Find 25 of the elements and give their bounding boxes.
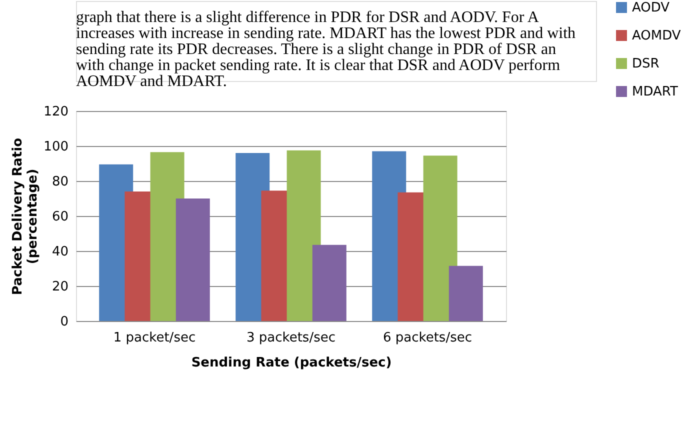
x-axis-title: Sending Rate (packets/sec) xyxy=(191,356,392,370)
bar xyxy=(176,198,210,321)
text: sending rate its PDR decreases. There is a slight change in PDR of DSR an xyxy=(76,41,556,58)
text: with change in packet sending rate. It is clear that DSR and AODV perform xyxy=(76,57,561,74)
bar xyxy=(312,244,346,321)
bar xyxy=(423,156,458,321)
bar xyxy=(448,266,483,321)
x-tick-label: 3 packets/sec xyxy=(246,330,336,346)
y-tick-label: 40 xyxy=(52,244,68,260)
y-tick-label: 20 xyxy=(52,280,68,294)
text: AOMDV and MDART. xyxy=(76,73,227,90)
y-tick-label: 100 xyxy=(44,140,68,154)
y-tick-label: 80 xyxy=(52,174,68,190)
legend-label: MDART xyxy=(632,84,678,100)
y-tick-label: 60 xyxy=(52,210,68,224)
x-tick-label: 6 packets/sec xyxy=(383,330,472,346)
x-tick-label: 1 packet/sec xyxy=(113,330,196,346)
text: increases with increase in sending rate. MDART has the lowest PDR and with xyxy=(76,25,576,42)
y-tick-label: 120 xyxy=(44,104,68,120)
text: graph that there is a slight difference in PDR for DSR and AODV. For A xyxy=(76,9,540,26)
legend-label: AOMDV xyxy=(632,28,681,44)
legend-label: AODV xyxy=(632,0,670,16)
y-tick-label: 0 xyxy=(60,314,68,330)
legend-label: DSR xyxy=(632,56,660,72)
y-axis-title: Packet Delivery Ratio (percentage) xyxy=(10,138,41,296)
